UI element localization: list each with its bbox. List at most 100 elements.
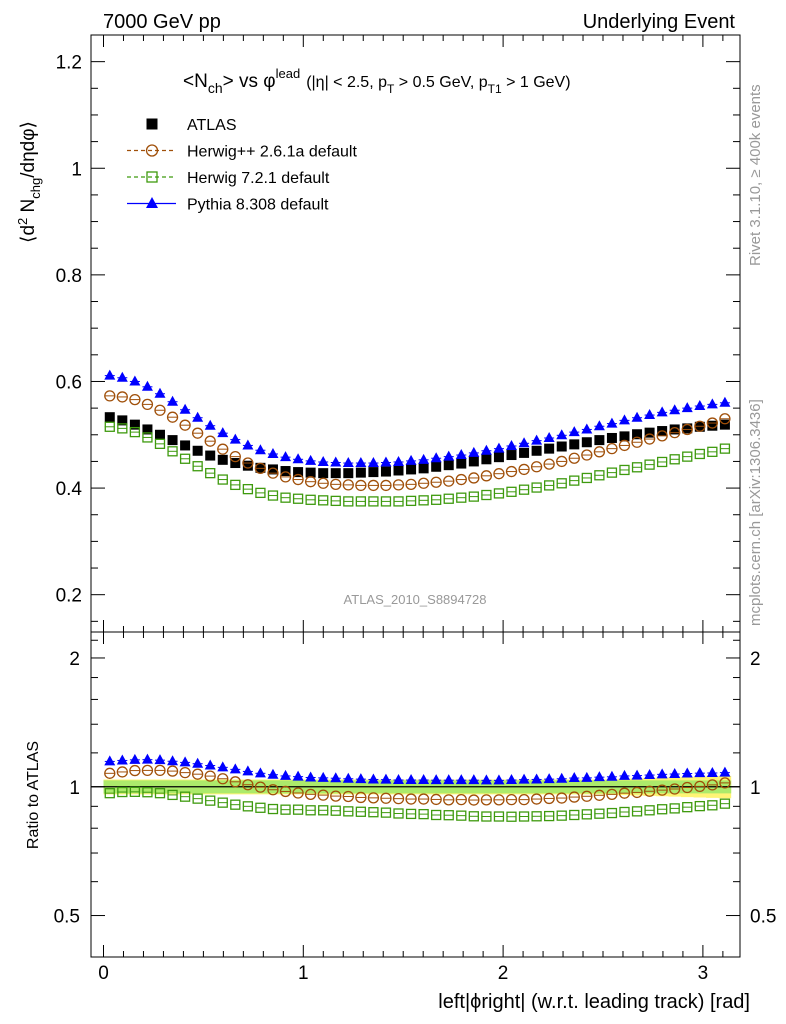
legend-entry: Herwig 7.2.1 default — [127, 170, 330, 187]
main-point — [431, 494, 442, 505]
main-point — [204, 419, 216, 430]
ratio-point — [556, 792, 568, 804]
ratio-point — [656, 784, 668, 796]
ratio-point — [217, 797, 228, 808]
main-point — [569, 439, 580, 450]
main-y-tick-label: 0.6 — [56, 372, 82, 393]
main-point — [556, 429, 568, 440]
main-point — [129, 426, 141, 438]
ratio-y-tick-label: 2 — [69, 649, 80, 670]
ratio-point — [606, 788, 618, 800]
ratio-series-1 — [104, 786, 731, 822]
main-point — [104, 412, 115, 423]
ratio-point — [518, 773, 530, 784]
main-point — [606, 417, 618, 428]
ratio-point — [380, 792, 392, 804]
ratio-point — [719, 798, 731, 809]
main-point — [330, 478, 342, 490]
ratio-point — [643, 785, 656, 797]
main-point — [230, 458, 241, 469]
ratio-y-tick-label-right: 2 — [750, 649, 761, 670]
main-point — [631, 411, 643, 422]
main-point — [468, 456, 479, 467]
ratio-point — [179, 766, 191, 779]
ratio-point — [167, 755, 179, 766]
main-point — [544, 480, 555, 491]
ratio-point — [418, 808, 429, 820]
ratio-point — [405, 774, 417, 785]
ratio-point — [179, 756, 191, 767]
ratio-point — [456, 810, 467, 821]
main-point — [342, 479, 354, 491]
ratio-point — [707, 800, 718, 811]
main-point — [154, 438, 166, 449]
ratio-point — [242, 765, 254, 776]
ratio-point — [254, 781, 267, 793]
main-point — [179, 403, 191, 414]
ratio-point — [468, 794, 480, 806]
main-point — [242, 457, 254, 469]
ratio-point — [104, 767, 116, 779]
main-point — [518, 484, 530, 495]
main-point — [180, 440, 191, 451]
main-point — [643, 433, 656, 445]
ratio-point — [443, 810, 454, 821]
x-tick-label: 3 — [698, 963, 709, 984]
main-point — [292, 473, 304, 486]
main-point — [292, 493, 304, 504]
main-point — [179, 419, 191, 431]
ratio-point — [531, 773, 543, 784]
main-point — [179, 453, 191, 464]
main-point — [242, 483, 254, 495]
main-point — [117, 423, 128, 434]
main-point — [455, 473, 467, 486]
ratio-point — [154, 764, 166, 777]
main-point — [417, 477, 430, 489]
ratio-point — [682, 802, 693, 813]
ratio-point — [229, 776, 241, 788]
ratio-point — [392, 792, 405, 805]
main-point — [593, 446, 606, 458]
main-point — [706, 417, 719, 429]
main-point — [618, 414, 630, 425]
main-point — [141, 398, 154, 411]
ratio-point — [669, 803, 680, 814]
main-point — [393, 496, 404, 507]
main-point — [267, 467, 279, 479]
main-point — [167, 446, 178, 457]
main-point — [254, 444, 266, 455]
main-point — [430, 452, 442, 463]
ratio-series-0 — [104, 764, 731, 806]
ratio-point — [694, 767, 706, 778]
main-point — [544, 443, 555, 454]
main-point — [418, 463, 429, 474]
main-point — [493, 488, 505, 499]
main-point — [406, 464, 417, 475]
axes: 0 1 2 3 0.2 0.4 0.6 0.8 1 1.2 0.5 0.5 1 1 2 2 — [54, 35, 776, 984]
main-point — [681, 423, 693, 436]
main-point — [644, 459, 655, 470]
main-point — [518, 437, 530, 448]
ratio-point — [205, 795, 216, 806]
main-point — [192, 445, 203, 456]
legend-entry: Pythia 8.308 default — [127, 197, 329, 214]
main-point — [581, 423, 593, 434]
ratio-point — [304, 788, 317, 800]
main-point — [117, 415, 128, 426]
main-point — [493, 468, 505, 480]
main-point — [669, 454, 680, 465]
main-point — [317, 477, 329, 489]
ratio-point — [192, 757, 204, 768]
main-series-2 — [104, 421, 731, 507]
main-y-tick-label: 1 — [71, 159, 82, 180]
main-point — [430, 476, 442, 488]
main-point — [217, 454, 228, 465]
ratio-point — [631, 786, 643, 799]
ratio-point — [342, 772, 354, 783]
main-point — [556, 478, 567, 489]
main-point — [368, 467, 379, 478]
main-point — [719, 443, 731, 454]
ratio-point — [254, 767, 266, 778]
main-point — [682, 423, 693, 434]
